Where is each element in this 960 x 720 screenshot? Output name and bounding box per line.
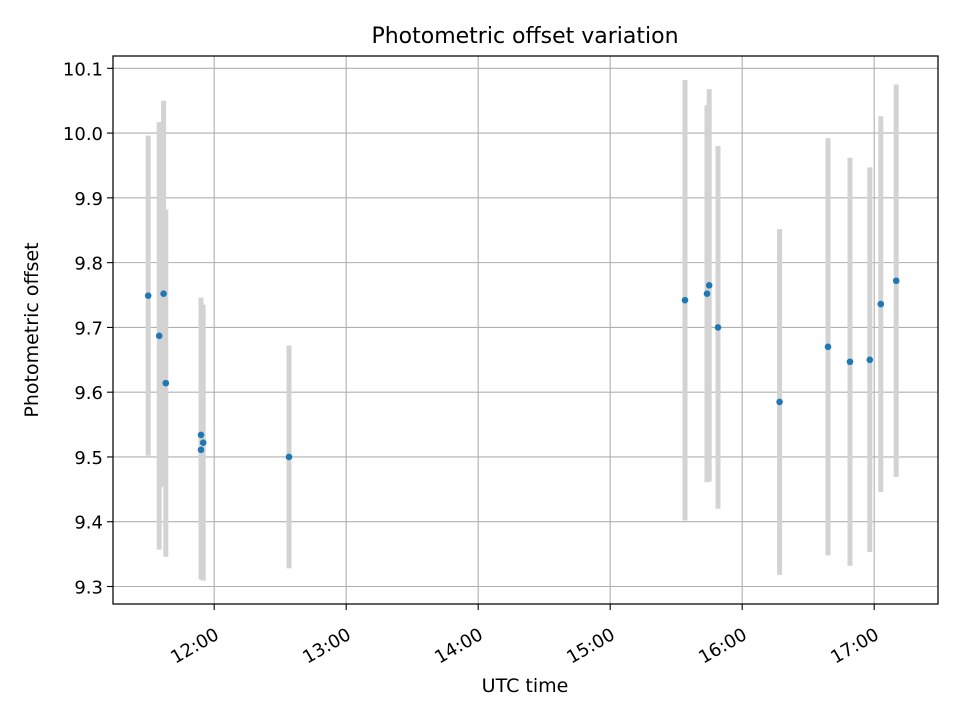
data-point (892, 277, 900, 285)
y-axis-label: Photometric offset (21, 242, 43, 417)
y-tick-label: 10.1 (63, 59, 103, 80)
data-point (705, 282, 713, 289)
grid (113, 56, 938, 604)
data-point (776, 398, 783, 406)
y-tick-label: 9.7 (74, 318, 103, 339)
data-point (681, 296, 689, 304)
data-point (824, 343, 832, 351)
data-point (144, 292, 152, 299)
y-tick-label: 9.3 (74, 578, 103, 599)
y-tick-label: 9.5 (74, 448, 103, 469)
data-point (155, 332, 163, 340)
y-axis-ticks: 9.3 9.4 9.5 9.6 9.7 9.8 9.9 10.0 10.1 (63, 59, 113, 599)
data-point (197, 431, 205, 439)
data-point (197, 446, 205, 454)
y-tick-label: 9.6 (74, 383, 103, 404)
y-tick-label: 9.9 (74, 189, 103, 210)
data-point (846, 358, 854, 366)
plot-frame (112, 55, 939, 605)
y-tick-label: 10.0 (63, 124, 103, 145)
data-point (285, 453, 293, 461)
chart-title: Photometric offset variation (371, 24, 678, 49)
data-point (199, 439, 207, 447)
data-point (866, 356, 874, 364)
y-tick-label: 9.8 (74, 254, 103, 275)
data-point (703, 290, 711, 298)
y-tick-label: 9.4 (74, 513, 103, 534)
x-axis-label: UTC time (482, 675, 569, 697)
data-point (877, 300, 885, 308)
data-point (162, 379, 170, 387)
data-point (160, 290, 167, 298)
data-point (714, 324, 722, 331)
data-points (144, 277, 900, 461)
